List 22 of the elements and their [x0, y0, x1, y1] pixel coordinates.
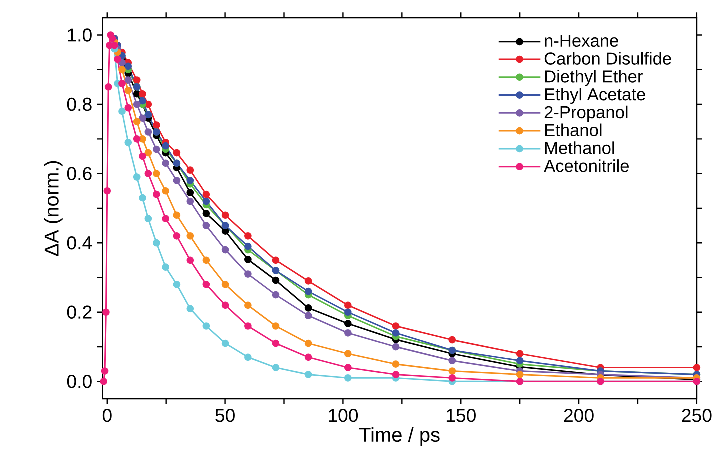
x-tick-label: 100 — [329, 409, 358, 422]
x-tick-label: 50 — [216, 409, 235, 422]
x-tick-label: 0 — [102, 409, 112, 422]
x-tick-label: 250 — [682, 409, 712, 422]
legend-label: n-Hexane — [545, 34, 618, 48]
y-tick-label: 1.0 — [68, 28, 92, 42]
legend-label: Diethyl Ether — [545, 70, 643, 86]
x-tick-label: 150 — [446, 409, 476, 422]
y-tick-label: 0.6 — [67, 167, 92, 180]
legend-label: Acetonitrile — [544, 160, 629, 172]
y-tick-label: 0.2 — [67, 306, 92, 319]
y-tick-label: 0.0 — [67, 375, 92, 388]
legend-label: Ethanol — [545, 124, 602, 137]
y-tick-label: 0.8 — [67, 98, 92, 112]
legend-label: Carbon Disulfide — [544, 52, 672, 65]
legend-label: 2-Propanol — [544, 106, 628, 122]
y-axis-title: ΔA (norm.) — [44, 161, 63, 256]
legend-label: Methanol — [545, 142, 614, 154]
x-axis-title: Time / ps — [359, 427, 440, 446]
y-tick-label: 0.4 — [67, 236, 92, 250]
legend-label: Ethyl Acetate — [545, 88, 646, 104]
x-tick-label: 200 — [564, 409, 594, 422]
